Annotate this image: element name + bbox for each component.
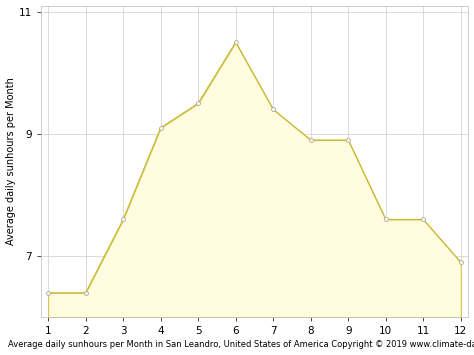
Point [345, 137, 352, 143]
Point [119, 217, 127, 222]
Point [457, 260, 465, 265]
Point [45, 290, 52, 296]
Point [157, 125, 164, 131]
Point [194, 100, 202, 106]
Point [382, 217, 390, 222]
Point [269, 106, 277, 112]
Point [419, 217, 427, 222]
Y-axis label: Average daily sunhours per Month: Average daily sunhours per Month [6, 77, 16, 245]
Point [232, 39, 239, 45]
X-axis label: Average daily sunhours per Month in San Leandro, United States of America Copyri: Average daily sunhours per Month in San … [8, 340, 474, 349]
Point [307, 137, 315, 143]
Point [82, 290, 90, 296]
